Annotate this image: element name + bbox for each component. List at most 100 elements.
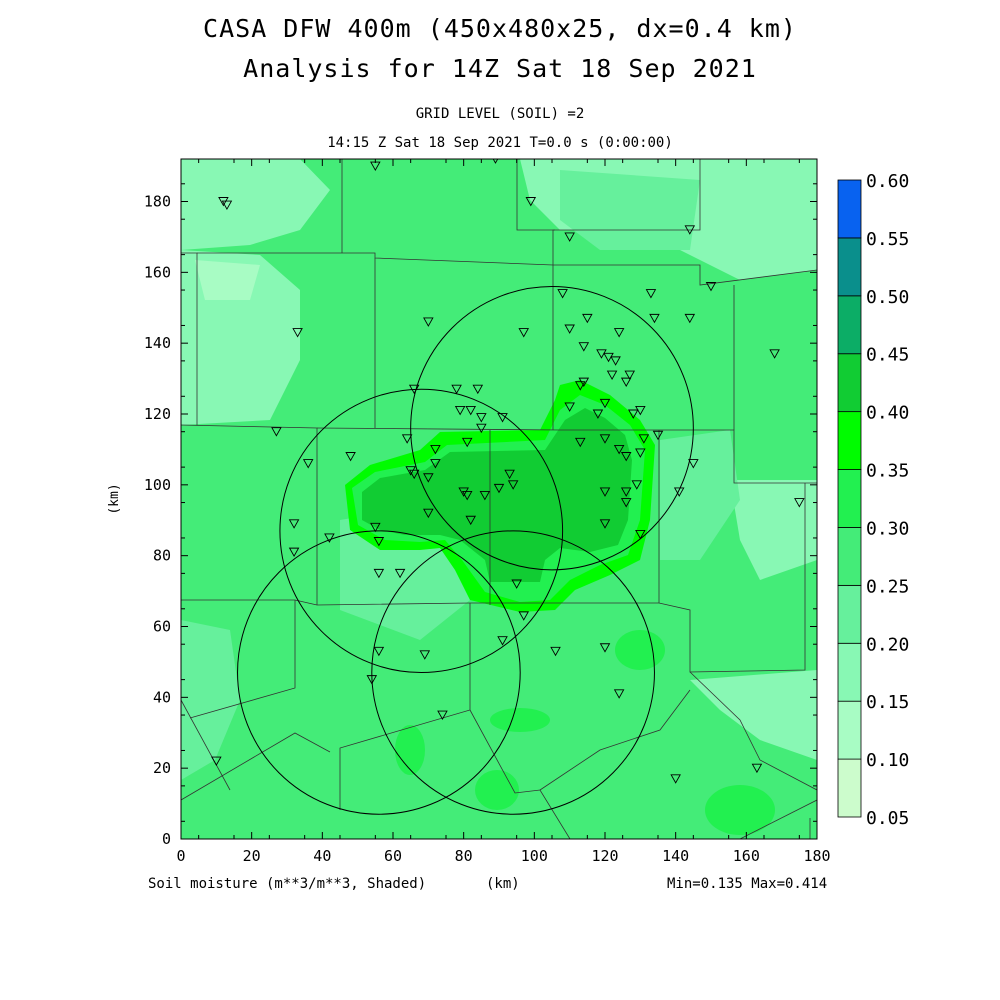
station-marker <box>465 406 477 416</box>
colorbar-swatch <box>837 527 862 586</box>
colorbar: 0.05 0.10 0.15 0.20 0.25 0.30 0.35 0.40 0.45 0.50… <box>837 171 909 829</box>
radar-ring <box>410 286 694 571</box>
x-tick-label: 100 <box>521 847 548 865</box>
station-marker <box>596 349 607 359</box>
colorbar-swatch <box>837 700 862 760</box>
colorbar-label: 0.20 <box>866 634 909 655</box>
station-marker <box>578 342 590 352</box>
station-marker <box>564 232 575 242</box>
station-marker <box>574 437 586 448</box>
station-marker <box>684 313 696 324</box>
chart-title-line2: Analysis for 14Z Sat 18 Sep 2021 <box>243 54 757 83</box>
x-tick-label: 140 <box>662 847 689 865</box>
colorbar-swatch <box>837 353 862 413</box>
station-marker <box>550 646 561 657</box>
radar-ring <box>279 388 564 674</box>
x-tick-label: 80 <box>455 847 473 865</box>
station-marker <box>620 487 632 497</box>
station-marker <box>705 282 717 292</box>
station-marker <box>574 381 586 391</box>
y-tick-label: 140 <box>144 334 171 352</box>
station-marker <box>472 384 484 395</box>
field-patch <box>362 408 632 582</box>
x-tick-label: 60 <box>384 847 402 865</box>
x-tick-label: 180 <box>803 847 830 865</box>
station-marker <box>430 459 441 469</box>
station-marker <box>673 487 685 497</box>
y-tick-label: 100 <box>144 476 171 494</box>
station-marker <box>511 579 522 589</box>
station-marker <box>592 409 604 419</box>
station-marker <box>373 646 385 657</box>
station-marker <box>423 508 434 519</box>
station-marker <box>635 448 646 458</box>
colorbar-swatch <box>837 642 862 702</box>
county-line <box>539 689 691 791</box>
station-marker <box>504 469 515 480</box>
station-marker <box>649 313 660 324</box>
field-patch <box>690 670 817 760</box>
colorbar-swatch <box>837 237 862 297</box>
colorbar-swatch <box>837 469 862 528</box>
station-marker <box>373 568 385 579</box>
station-marker <box>370 522 381 533</box>
station-marker <box>652 430 664 441</box>
station-marker <box>324 533 335 543</box>
station-marker <box>292 328 303 338</box>
station-marker <box>497 413 508 423</box>
x-tick-label: 0 <box>176 847 185 865</box>
county-line <box>469 709 571 839</box>
station-marker <box>599 434 611 444</box>
station-marker <box>288 519 300 529</box>
y-tick-label: 0 <box>162 830 171 848</box>
station-marker <box>288 547 300 558</box>
station-marker <box>627 409 639 419</box>
station-marker <box>408 384 420 395</box>
station-marker <box>507 480 519 490</box>
station-marker <box>670 774 681 784</box>
station-marker <box>525 197 537 207</box>
county-line <box>189 600 296 719</box>
station-marker <box>458 487 469 497</box>
colorbar-label: 0.25 <box>866 576 909 597</box>
y-tick-label: 160 <box>144 263 171 281</box>
station-marker <box>518 611 530 621</box>
county-line <box>553 264 817 286</box>
station-marker <box>684 225 696 235</box>
station-marker <box>599 398 611 409</box>
station-marker <box>613 328 625 338</box>
plot-frame <box>180 158 818 840</box>
y-tick-label: 120 <box>144 405 171 423</box>
station-marker <box>454 406 466 416</box>
station-marker <box>620 377 632 388</box>
colorbar-label: 0.15 <box>866 692 909 713</box>
field-patch <box>705 785 775 835</box>
station-marker <box>620 498 632 508</box>
station-marker <box>606 370 618 380</box>
station-marker <box>631 480 643 490</box>
station-marker <box>794 498 805 508</box>
x-axis-units: (km) <box>486 876 520 892</box>
station-marker <box>419 650 431 660</box>
county-line <box>181 732 331 801</box>
station-marker <box>211 756 222 767</box>
station-marker <box>408 469 420 480</box>
field-patch <box>181 159 330 250</box>
colorbar-label: 0.10 <box>866 750 909 771</box>
y-tick-label: 60 <box>153 618 171 636</box>
y-axis-label: (km) <box>107 483 122 514</box>
station-marker <box>465 515 477 526</box>
radar-coverage-rings <box>237 286 694 815</box>
colorbar-label: 0.40 <box>866 403 909 424</box>
field-patch <box>395 725 425 775</box>
colorbar-label: 0.55 <box>866 229 909 250</box>
station-marker <box>688 459 699 469</box>
y-tick-label: 20 <box>153 759 171 777</box>
colorbar-label: 0.50 <box>866 287 909 308</box>
x-tick-label: 120 <box>591 847 618 865</box>
station-marker <box>769 349 780 359</box>
x-tick-label: 40 <box>313 847 331 865</box>
field-patch <box>615 630 665 670</box>
chart-subtitle-time: 14:15 Z Sat 18 Sep 2021 T=0.0 s (0:00:00… <box>327 135 673 151</box>
